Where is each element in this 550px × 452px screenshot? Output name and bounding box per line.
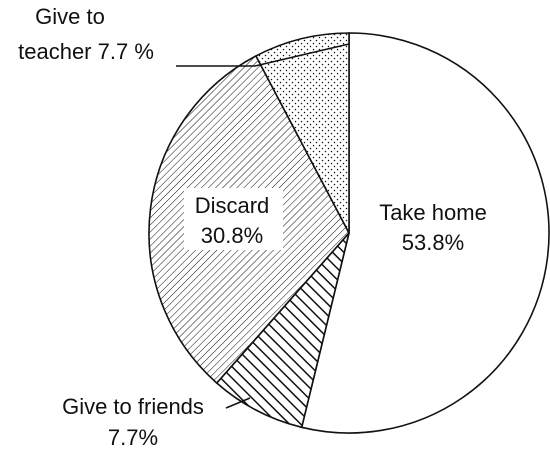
discard-label-line-2: 30.8% (201, 223, 263, 248)
leader-lines-group (176, 43, 350, 409)
friends-label-line-1: Give to friends (62, 394, 204, 419)
friends-label-line-2: 7.7% (108, 425, 158, 450)
give-to-teacher-slice (254, 32, 350, 234)
take-home-label-background (362, 198, 498, 260)
give-to-friends-slice (215, 232, 350, 429)
slice-labels-group: Give to teacher 7.7 % Discard 30.8% Take… (18, 4, 498, 450)
discard-label-background (184, 188, 283, 250)
discard-label-line-1: Discard (195, 193, 270, 218)
teacher-leader-line-segment (254, 43, 350, 67)
take-home-label-line-1: Take home (379, 200, 487, 225)
friends-leader-line (225, 397, 251, 409)
teacher-label-line-2: teacher 7.7 % (18, 39, 154, 64)
take-home-label-line-2: 53.8% (402, 230, 464, 255)
teacher-label-line-1: Give to (35, 4, 105, 29)
